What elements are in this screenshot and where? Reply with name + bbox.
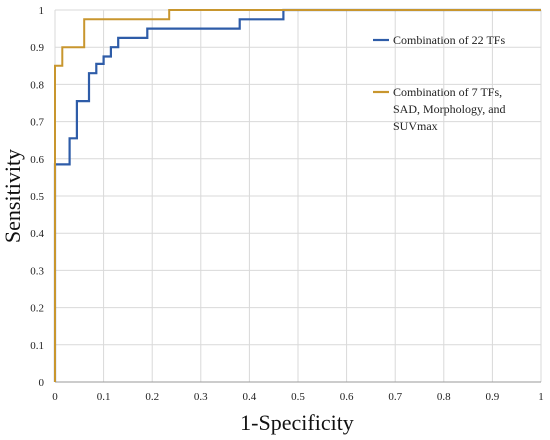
x-tick-label: 0.9 [486, 391, 500, 403]
x-tick-label: 0 [52, 391, 58, 403]
x-tick-label: 0.7 [388, 391, 402, 403]
y-axis-title: Sensitivity [0, 149, 25, 243]
legend: Combination of 22 TFs Combination of 7 TF… [373, 33, 506, 133]
series-line-1 [53, 8, 541, 382]
grid [54, 9, 542, 383]
x-tick-label: 0.2 [145, 391, 159, 403]
x-axis-title: 1-Specificity [240, 410, 354, 435]
y-tick-label: 1 [39, 5, 45, 17]
y-tick-label: 0.4 [30, 228, 44, 240]
series-lines [53, 8, 541, 382]
y-tick-label: 0 [39, 377, 45, 389]
legend-label-1: Combination of 22 TFs [393, 33, 505, 47]
x-tick-label: 0.5 [291, 391, 305, 403]
x-tick-label: 0.4 [243, 391, 257, 403]
axes: 0 0.1 0.2 0.3 0.4 0.5 0.6 0.7 0.8 0.9 1 0 0.1 0.2 0.3 0… [30, 5, 544, 403]
y-tick-label: 0.6 [30, 154, 44, 166]
legend-label-2: Combination of 7 TFs, SAD, Morphology, an… [393, 85, 506, 133]
y-tick-label: 0.3 [30, 265, 44, 277]
y-tick-label: 0.1 [30, 340, 44, 352]
y-tick-label: 0.5 [30, 191, 44, 203]
x-tick-label: 0.3 [194, 391, 208, 403]
x-tick-label: 1 [538, 391, 544, 403]
y-tick-label: 0.7 [30, 117, 44, 129]
y-tick-label: 0.8 [30, 79, 44, 91]
series-line-2 [54, 9, 541, 382]
y-tick-label: 0.9 [30, 42, 44, 54]
x-tick-label: 0.1 [97, 391, 111, 403]
x-tick-label: 0.8 [437, 391, 451, 403]
y-tick-label: 0.2 [30, 303, 44, 315]
x-tick-label: 0.6 [340, 391, 354, 403]
